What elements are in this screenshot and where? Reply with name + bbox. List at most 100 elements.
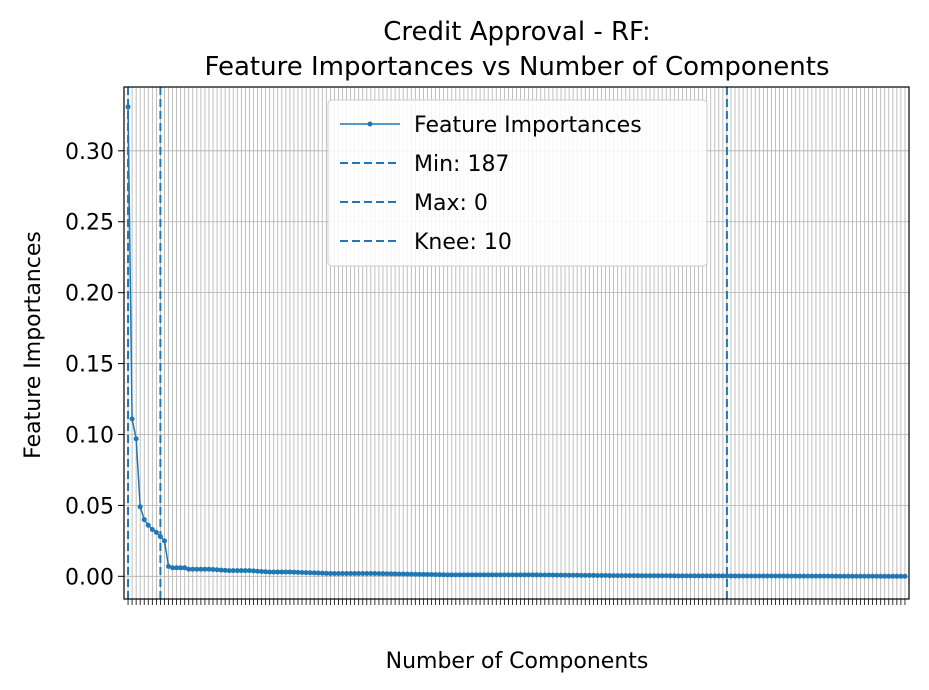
- data-point: [821, 573, 827, 579]
- y-axis-label: Feature Importances: [21, 231, 46, 459]
- data-point: [554, 572, 560, 578]
- data-point: [736, 573, 742, 579]
- data-point: [380, 571, 386, 577]
- data-point: [777, 573, 783, 579]
- data-point: [497, 572, 503, 578]
- data-point: [687, 573, 693, 579]
- data-point: [433, 572, 439, 578]
- plot-frame: [123, 86, 910, 600]
- data-point: [153, 529, 159, 535]
- data-point: [149, 527, 155, 533]
- data-point: [352, 570, 358, 576]
- data-point: [878, 573, 884, 579]
- y-tick-label: 0.05: [65, 494, 114, 519]
- data-point: [712, 573, 718, 579]
- data-point: [623, 573, 629, 579]
- data-point: [663, 573, 669, 579]
- data-point: [182, 565, 188, 571]
- data-point: [489, 572, 495, 578]
- data-point: [607, 573, 613, 579]
- data-point: [752, 573, 758, 579]
- data-point: [720, 573, 726, 579]
- data-point: [469, 572, 475, 578]
- data-point: [246, 568, 252, 574]
- data-point: [841, 573, 847, 579]
- data-point: [481, 572, 487, 578]
- data-point: [829, 573, 835, 579]
- data-point: [611, 573, 617, 579]
- data-point: [461, 572, 467, 578]
- data-point: [259, 568, 265, 574]
- data-point: [404, 571, 410, 577]
- data-point: [441, 572, 447, 578]
- data-point: [692, 573, 698, 579]
- data-point: [331, 570, 337, 576]
- data-point: [267, 569, 273, 575]
- data-point: [509, 572, 515, 578]
- data-point: [424, 571, 430, 577]
- data-point: [542, 572, 548, 578]
- data-point: [550, 572, 556, 578]
- data-point: [886, 573, 892, 579]
- data-point: [590, 572, 596, 578]
- data-point: [809, 573, 815, 579]
- data-point: [250, 568, 256, 574]
- reference-lines: [127, 87, 728, 599]
- data-point: [449, 572, 455, 578]
- data-point: [574, 572, 580, 578]
- data-point: [748, 573, 754, 579]
- data-point: [206, 566, 212, 572]
- data-point: [234, 568, 240, 574]
- data-point: [210, 566, 216, 572]
- data-point: [647, 573, 653, 579]
- legend-marker-feature-importances: [367, 121, 373, 127]
- data-point: [344, 570, 350, 576]
- data-point: [785, 573, 791, 579]
- data-point: [566, 572, 572, 578]
- data-point: [319, 570, 325, 576]
- data-point: [376, 571, 382, 577]
- y-tick-label: 0.10: [65, 423, 114, 448]
- data-point: [570, 572, 576, 578]
- data-point: [740, 573, 746, 579]
- data-point: [416, 571, 422, 577]
- series-layer: [125, 104, 908, 579]
- data-point: [538, 572, 544, 578]
- legend-entry-knee: Knee: 10: [340, 230, 512, 255]
- data-point: [817, 573, 823, 579]
- data-point: [530, 572, 536, 578]
- data-point: [307, 570, 313, 576]
- data-point: [558, 572, 564, 578]
- data-point: [271, 569, 277, 575]
- data-point: [238, 568, 244, 574]
- data-point: [384, 571, 390, 577]
- chart-title-line-1: Credit Approval - RF:: [383, 17, 651, 47]
- data-point: [372, 571, 378, 577]
- data-point: [226, 568, 232, 574]
- data-point: [627, 573, 633, 579]
- data-point: [129, 416, 135, 422]
- data-point: [340, 570, 346, 576]
- data-point: [594, 572, 600, 578]
- data-point: [518, 572, 524, 578]
- data-point: [704, 573, 710, 579]
- data-point: [429, 572, 435, 578]
- data-point: [315, 570, 321, 576]
- data-point: [420, 571, 426, 577]
- data-point: [651, 573, 657, 579]
- data-point: [837, 573, 843, 579]
- legend: Feature Importances Min: 187 Max: 0 Knee…: [327, 99, 708, 267]
- data-point: [655, 573, 661, 579]
- data-point: [849, 573, 855, 579]
- data-point: [194, 566, 200, 572]
- data-point: [291, 569, 297, 575]
- data-point: [327, 570, 333, 576]
- data-point: [202, 566, 208, 572]
- x-ticks: [127, 599, 906, 605]
- data-point: [218, 567, 224, 573]
- data-point: [578, 572, 584, 578]
- legend-label-knee: Knee: 10: [414, 230, 512, 255]
- data-point: [882, 573, 888, 579]
- data-point: [137, 504, 143, 510]
